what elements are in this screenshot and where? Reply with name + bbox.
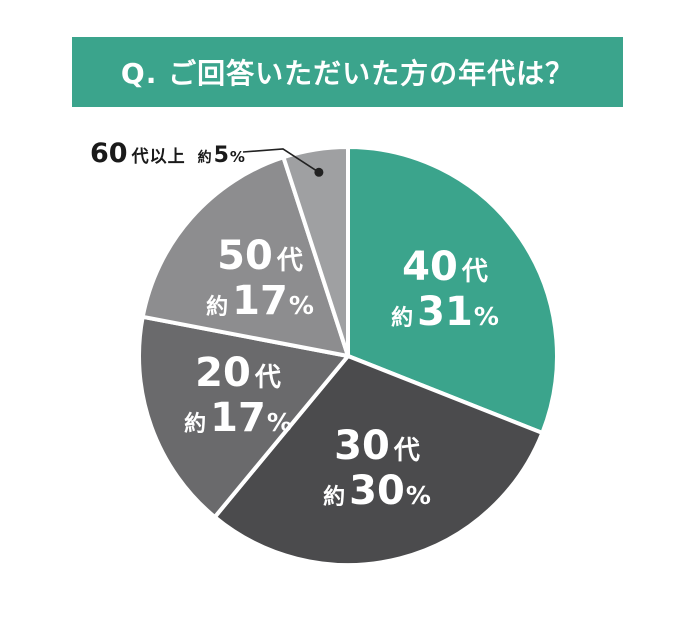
text-run: 代以上 [131, 147, 186, 167]
text-run: 60 [90, 138, 128, 169]
pie-slice-0 [346, 145, 559, 435]
pie-slice-2 [137, 314, 350, 520]
text-run: % [229, 148, 245, 166]
pie-slice-1 [212, 354, 545, 567]
text-run: 5 [213, 143, 229, 168]
question-title: Q. ご回答いただいた方の年代は？ [120, 57, 575, 90]
pie-slice-3 [140, 155, 350, 358]
callout-category-label: 60 代以上 [90, 138, 186, 169]
text-run: 約 [197, 150, 212, 166]
callout-graphics [242, 148, 324, 177]
pie-slices [137, 145, 559, 567]
callout-label: 60 代以上 約5% [90, 138, 245, 169]
pie-slice-4 [281, 145, 350, 358]
callout-dot [314, 167, 324, 177]
callout-leader-line [242, 148, 320, 173]
question-banner: Q. ご回答いただいた方の年代は？ [72, 37, 623, 107]
callout-value-label: 約5% [197, 143, 245, 168]
